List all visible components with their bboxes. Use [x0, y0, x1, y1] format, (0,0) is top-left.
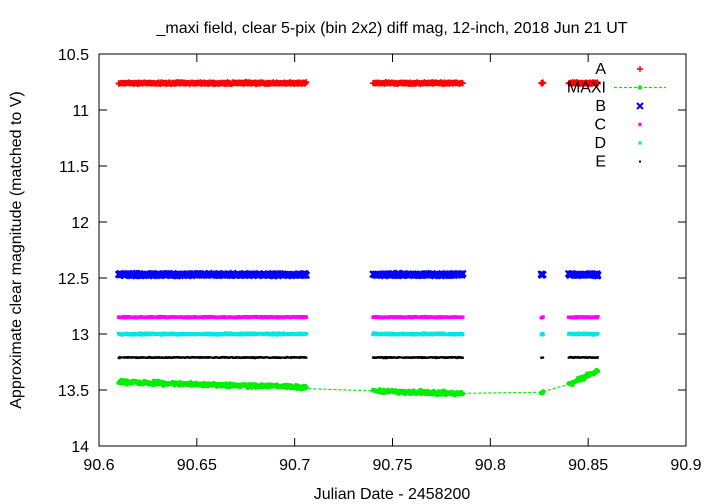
data-point — [595, 368, 601, 374]
series-b — [114, 269, 602, 280]
data-point — [461, 356, 464, 359]
x-axis: 90.6 90.65 90.7 90.75 90.8 90.85 90.9 — [83, 54, 702, 474]
data-point — [385, 357, 388, 360]
y-tick-label: 13.5 — [58, 383, 89, 400]
x-tick-label: 90.7 — [279, 457, 310, 474]
y-axis-title: Approximate clear magnitude (matched to … — [8, 91, 25, 408]
chart-title: _maxi field, clear 5-pix (bin 2x2) diff … — [155, 20, 627, 37]
legend-label: A — [595, 61, 606, 78]
data-point — [539, 270, 547, 279]
legend-label: C — [594, 117, 606, 134]
series-a — [115, 78, 601, 88]
legend-label: B — [595, 98, 606, 115]
legend-marker — [638, 122, 642, 127]
data-point — [456, 357, 459, 360]
data-point — [304, 315, 309, 319]
data-point — [541, 333, 545, 337]
data-point — [594, 80, 601, 87]
legend-label: MAXI — [567, 80, 606, 97]
legend-marker — [637, 85, 643, 90]
data-point — [594, 271, 602, 279]
y-tick-label: 11.5 — [59, 159, 89, 176]
data-point — [542, 356, 545, 359]
legend-marker — [636, 102, 644, 110]
data-point — [596, 315, 600, 319]
data-point — [540, 389, 546, 394]
data-series — [114, 78, 602, 398]
legend-marker — [639, 160, 641, 163]
legend-marker — [638, 141, 642, 145]
data-point — [596, 332, 600, 336]
series-d — [116, 331, 600, 337]
legend-marker — [637, 66, 643, 72]
y-tick-label: 13 — [71, 327, 89, 344]
data-point — [305, 356, 308, 359]
x-tick-label: 90.9 — [670, 457, 701, 474]
data-point — [541, 315, 545, 319]
data-point — [304, 332, 309, 336]
x-tick-label: 90.6 — [83, 457, 114, 474]
x-tick-label: 90.75 — [372, 457, 412, 474]
data-point — [459, 269, 467, 278]
y-tick-label: 12.5 — [58, 271, 89, 288]
y-tick-label: 14 — [71, 439, 89, 456]
y-tick-label: 10.5 — [58, 47, 89, 64]
x-tick-label: 90.65 — [177, 457, 217, 474]
legend-label: D — [594, 135, 606, 152]
x-tick-label: 90.8 — [475, 457, 506, 474]
x-axis-title: Julian Date - 2458200 — [314, 486, 471, 503]
data-point — [461, 315, 465, 319]
series-maxi — [116, 367, 601, 398]
y-tick-label: 12 — [71, 215, 89, 232]
data-point — [540, 79, 547, 86]
y-axis: 10.5 11 11.5 12 12.5 13 13.5 14 — [58, 47, 686, 456]
data-point — [459, 80, 466, 87]
data-point — [303, 79, 310, 86]
data-point — [304, 385, 309, 390]
legend-label: E — [595, 154, 606, 171]
data-point — [461, 332, 465, 336]
series-e — [117, 355, 599, 360]
data-point — [302, 271, 311, 279]
data-point — [460, 391, 466, 397]
series-c — [116, 314, 600, 320]
data-point — [596, 356, 599, 359]
x-tick-label: 90.85 — [568, 457, 608, 474]
y-tick-label: 11 — [72, 103, 89, 120]
